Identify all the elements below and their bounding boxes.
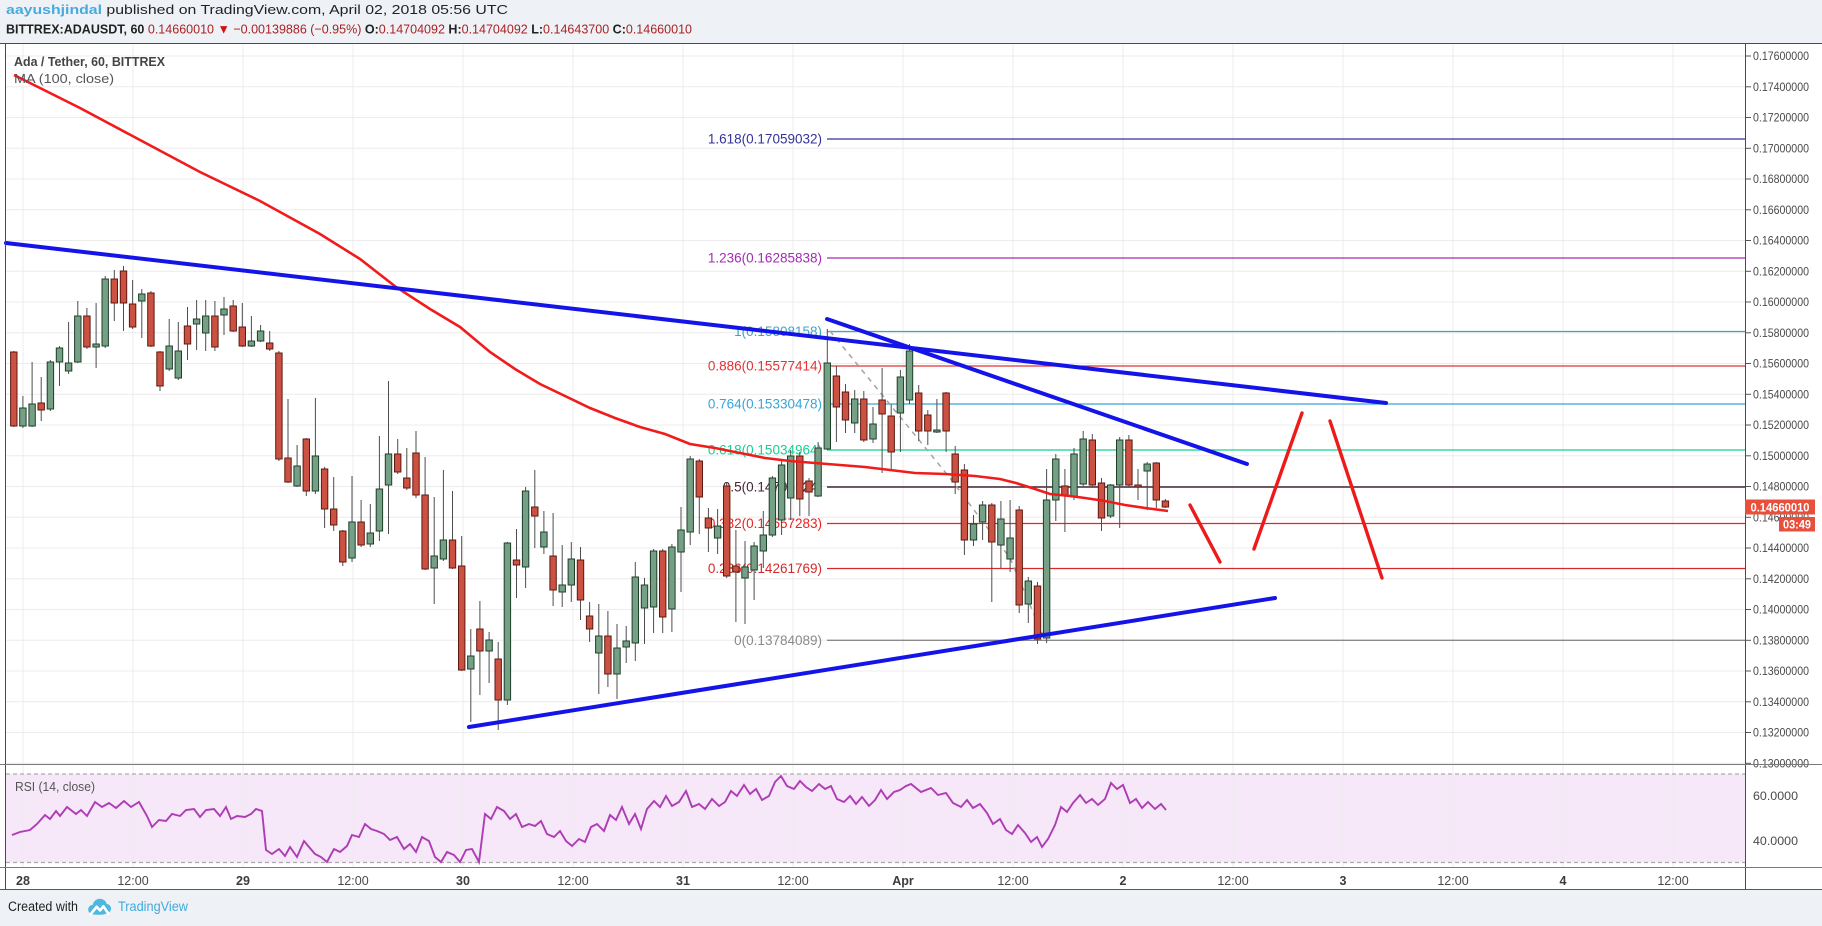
svg-text:12:00: 12:00 (1437, 874, 1468, 888)
svg-text:31: 31 (676, 874, 690, 888)
svg-text:0.13600000: 0.13600000 (1753, 664, 1809, 678)
svg-text:0.14200000: 0.14200000 (1753, 572, 1809, 586)
svg-text:12:00: 12:00 (117, 874, 148, 888)
svg-text:0.14000000: 0.14000000 (1753, 603, 1809, 617)
svg-text:TradingView: TradingView (118, 898, 189, 914)
svg-text:0.16800000: 0.16800000 (1753, 172, 1809, 186)
svg-text:Apr: Apr (892, 874, 914, 888)
svg-text:12:00: 12:00 (337, 874, 368, 888)
svg-text:4: 4 (1560, 874, 1567, 888)
svg-text:aayushjindal published on Trad: aayushjindal published on TradingView.co… (6, 2, 508, 17)
svg-text:60.0000: 60.0000 (1753, 789, 1798, 803)
svg-text:0.14800000: 0.14800000 (1753, 480, 1809, 494)
svg-text:0.16200000: 0.16200000 (1753, 265, 1809, 279)
svg-text:0.14400000: 0.14400000 (1753, 541, 1809, 555)
svg-text:RSI (14, close): RSI (14, close) (15, 779, 95, 794)
svg-text:12:00: 12:00 (557, 874, 588, 888)
svg-text:0.382(0.14557283): 0.382(0.14557283) (708, 516, 822, 531)
svg-text:0.886(0.15577414): 0.886(0.15577414) (708, 359, 822, 374)
svg-text:0.15400000: 0.15400000 (1753, 388, 1809, 402)
svg-text:3: 3 (1340, 874, 1347, 888)
svg-text:0.14660010: 0.14660010 (1751, 503, 1810, 515)
svg-text:0.764(0.15330478): 0.764(0.15330478) (708, 397, 822, 412)
svg-text:28: 28 (16, 874, 30, 888)
svg-text:MA (100, close): MA (100, close) (14, 71, 114, 86)
svg-text:1.618(0.17059032): 1.618(0.17059032) (708, 132, 822, 147)
svg-text:12:00: 12:00 (997, 874, 1028, 888)
svg-text:0.16400000: 0.16400000 (1753, 234, 1809, 248)
svg-text:0.17600000: 0.17600000 (1753, 49, 1809, 63)
svg-text:0.13000000: 0.13000000 (1753, 757, 1809, 771)
svg-text:0.15800000: 0.15800000 (1753, 326, 1809, 340)
svg-text:0.16000000: 0.16000000 (1753, 295, 1809, 309)
svg-text:29: 29 (236, 874, 250, 888)
svg-text:0.15200000: 0.15200000 (1753, 418, 1809, 432)
svg-text:1.236(0.16285838): 1.236(0.16285838) (708, 251, 822, 266)
svg-text:0.17200000: 0.17200000 (1753, 111, 1809, 125)
svg-text:0.17400000: 0.17400000 (1753, 80, 1809, 94)
svg-text:03:49: 03:49 (1783, 520, 1811, 532)
svg-text:0(0.13784089): 0(0.13784089) (734, 633, 822, 648)
svg-text:Created with: Created with (8, 899, 78, 914)
svg-text:12:00: 12:00 (777, 874, 808, 888)
svg-text:0.13200000: 0.13200000 (1753, 726, 1809, 740)
svg-text:0.13400000: 0.13400000 (1753, 695, 1809, 709)
svg-text:12:00: 12:00 (1217, 874, 1248, 888)
svg-text:40.0000: 40.0000 (1753, 834, 1798, 848)
svg-text:12:00: 12:00 (1657, 874, 1688, 888)
svg-text:0.15600000: 0.15600000 (1753, 357, 1809, 371)
svg-text:BITTREX:ADAUSDT, 60 0.1466001: BITTREX:ADAUSDT, 60 0.14660010 ▼ −0.0013… (6, 22, 692, 37)
svg-text:0.16600000: 0.16600000 (1753, 203, 1809, 217)
svg-text:0.618(0.15034964): 0.618(0.15034964) (708, 443, 822, 458)
svg-text:0.17000000: 0.17000000 (1753, 142, 1809, 156)
svg-text:0.15000000: 0.15000000 (1753, 449, 1809, 463)
svg-text:30: 30 (456, 874, 470, 888)
svg-text:0.13800000: 0.13800000 (1753, 634, 1809, 648)
svg-text:Ada / Tether, 60, BITTREX: Ada / Tether, 60, BITTREX (14, 54, 165, 69)
svg-text:2: 2 (1120, 874, 1127, 888)
